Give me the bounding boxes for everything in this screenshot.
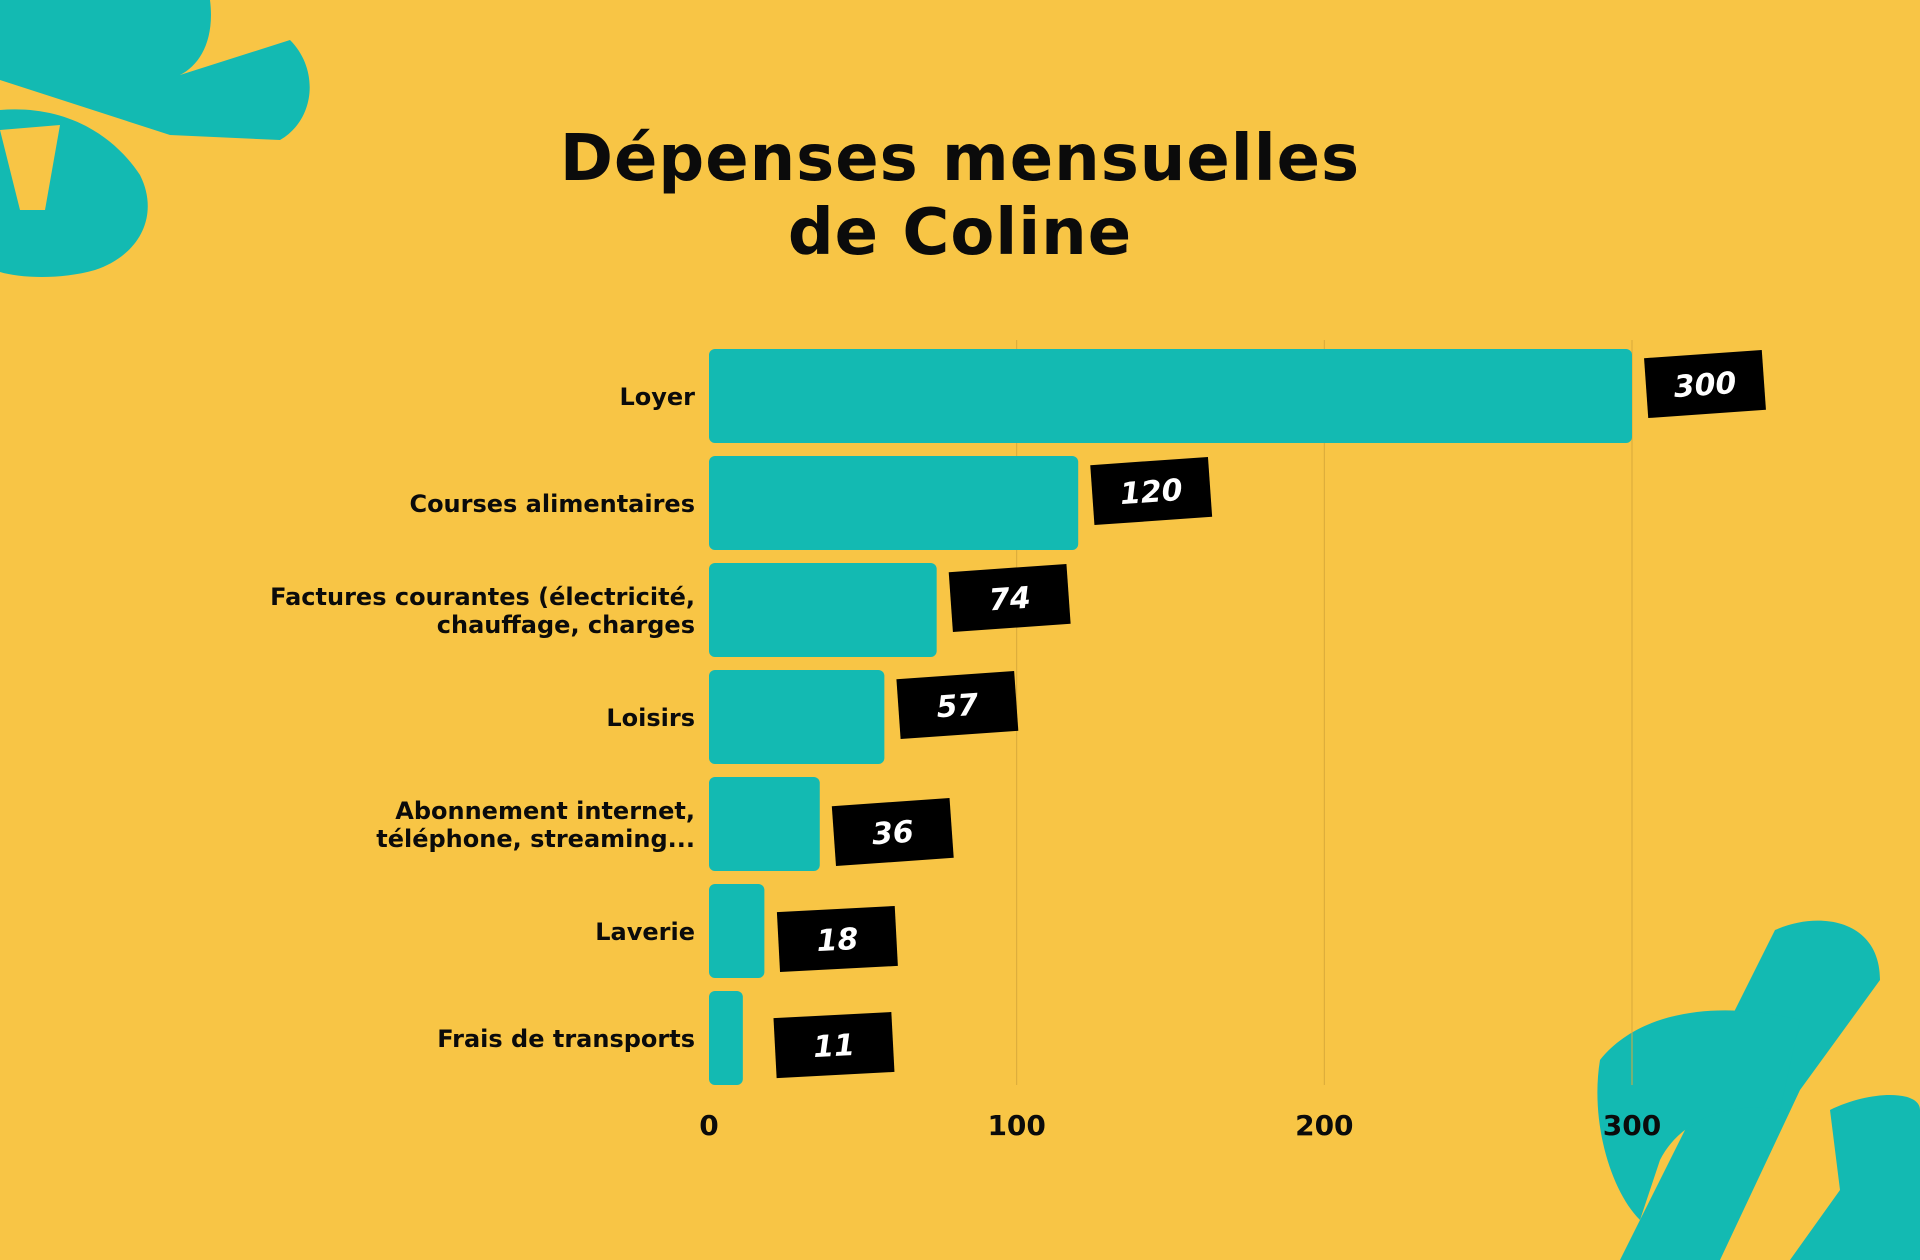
data-label-6: 11 — [773, 1012, 895, 1079]
data-label-4: 36 — [831, 797, 954, 867]
data-label-0: 300 — [1644, 349, 1766, 419]
chart-title-line-2: de Coline — [787, 196, 1133, 270]
bar-3 — [709, 670, 885, 764]
data-label-text-0: 300 — [1673, 366, 1738, 405]
bar-1 — [709, 456, 1079, 550]
category-labels: Loyer Courses alimentaires Factures couran… — [270, 383, 695, 1053]
category-label-3: Loisirs — [606, 704, 695, 732]
bars — [709, 349, 1632, 1085]
decoration-top-left — [0, 0, 310, 278]
category-label-0: Loyer — [619, 383, 695, 411]
x-tick-200: 200 — [1295, 1109, 1353, 1142]
data-label-box-2 — [948, 563, 1071, 633]
grid-lines — [1016, 340, 1633, 1085]
data-label-text-5: 18 — [816, 922, 860, 959]
x-tick-300: 300 — [1603, 1109, 1661, 1142]
category-label-4: Abonnement internet, téléphone, streaming… — [376, 797, 695, 853]
x-tick-100: 100 — [987, 1109, 1045, 1142]
data-label-text-3: 57 — [935, 688, 979, 726]
x-tick-0: 0 — [699, 1109, 718, 1142]
data-label-text-6: 11 — [812, 1028, 856, 1065]
category-label-2: Factures courantes (électricité, chauffag… — [270, 583, 695, 639]
category-label-6: Frais de transports — [437, 1025, 695, 1053]
chart-title-line-1: Dépenses mensuelles — [559, 122, 1361, 196]
data-label-1: 120 — [1090, 456, 1213, 526]
bar-5 — [709, 884, 765, 978]
data-label-5: 18 — [776, 905, 898, 973]
category-label-1: Courses alimentaires — [409, 490, 695, 518]
x-axis-ticks: 0 100 200 300 — [699, 1109, 1661, 1142]
data-label-box-0 — [1644, 349, 1766, 419]
category-label-5: Laverie — [595, 918, 695, 946]
decoration-bottom-right — [1597, 920, 1920, 1260]
bar-6 — [709, 991, 743, 1085]
data-label-2: 74 — [948, 563, 1071, 633]
data-label-box-6 — [773, 1012, 895, 1079]
data-label-box-3 — [896, 670, 1019, 740]
data-labels: 300 120 74 57 36 18 11 — [773, 349, 1766, 1079]
data-label-box-5 — [776, 905, 898, 973]
data-label-text-4: 36 — [871, 815, 915, 853]
data-label-text-2: 74 — [988, 581, 1032, 619]
data-label-box-1 — [1090, 456, 1213, 526]
data-label-3: 57 — [896, 670, 1019, 740]
data-label-box-4 — [831, 797, 954, 867]
bar-0 — [709, 349, 1632, 443]
bar-2 — [709, 563, 937, 657]
chart-title: Dépenses mensuelles de Coline — [0, 122, 1920, 270]
bar-4 — [709, 777, 820, 871]
data-label-text-1: 120 — [1119, 473, 1184, 512]
